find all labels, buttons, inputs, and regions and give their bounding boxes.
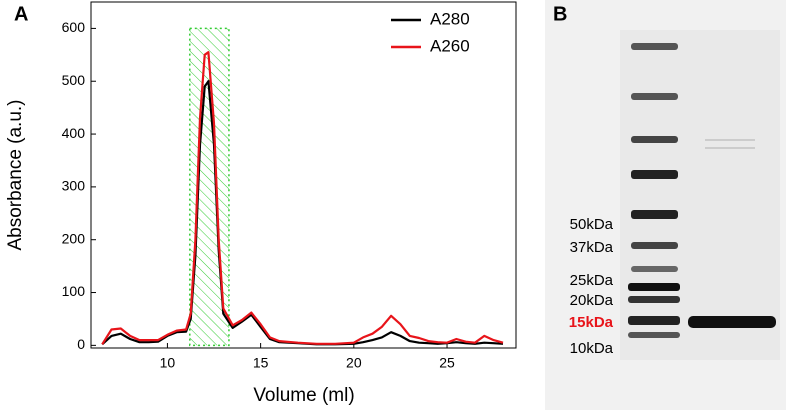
y-tick-label: 500 <box>62 72 86 88</box>
x-tick-label: 15 <box>253 355 269 371</box>
y-tick-label: 300 <box>62 178 86 194</box>
line-series <box>101 80 504 346</box>
x-tick-label: 20 <box>346 355 362 371</box>
y-axis-label: Absorbance (a.u.) <box>5 99 26 250</box>
marker-label: 10kDa <box>570 340 614 357</box>
x-tick-label: 25 <box>439 355 455 371</box>
y-tick-label: 200 <box>62 230 86 246</box>
x-axis-label: Volume (ml) <box>253 385 354 406</box>
marker-label: 15kDa <box>569 314 614 331</box>
panel-label: B <box>553 3 567 25</box>
y-tick-label: 400 <box>62 125 86 141</box>
y-tick-label: 600 <box>62 19 86 35</box>
legend-label: A260 <box>430 36 470 55</box>
panel-label: A <box>14 3 28 25</box>
marker-label: 50kDa <box>570 216 614 233</box>
marker-label: 25kDa <box>570 272 614 289</box>
marker-label: 20kDa <box>570 292 614 309</box>
legend-label: A280 <box>430 9 470 28</box>
y-tick-label: 100 <box>62 283 86 299</box>
gel-image <box>545 0 786 410</box>
marker-label: 37kDa <box>570 239 614 256</box>
line-series <box>101 51 504 345</box>
plot-frame <box>90 1 517 349</box>
x-tick-label: 10 <box>160 355 176 371</box>
y-tick-label: 0 <box>77 336 85 352</box>
